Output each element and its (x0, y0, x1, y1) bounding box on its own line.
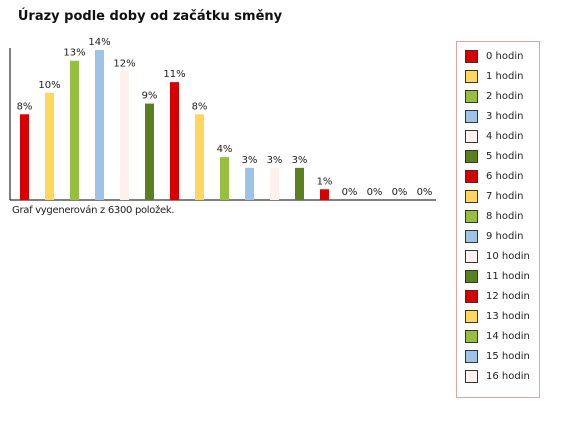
legend-item-8: 8 hodin (457, 206, 539, 226)
legend-swatch-11 (465, 269, 478, 283)
legend-label-15: 15 hodin (486, 350, 530, 362)
data-label-15: 0% (392, 187, 408, 198)
data-label-1: 10% (38, 80, 60, 91)
data-label-11: 3% (292, 155, 308, 166)
legend-item-16: 16 hodin (457, 366, 539, 386)
legend-item-1: 1 hodin (457, 66, 539, 86)
data-label-16: 0% (417, 187, 433, 198)
legend-swatch-12 (465, 289, 478, 303)
legend-item-5: 5 hodin (457, 146, 539, 166)
bar-9 (245, 167, 254, 200)
legend-item-2: 2 hodin (457, 86, 539, 106)
data-label-9: 3% (242, 155, 258, 166)
legend-swatch-13 (465, 309, 478, 323)
data-label-7: 8% (192, 101, 208, 112)
legend-label-1: 1 hodin (486, 70, 524, 82)
data-label-13: 0% (342, 187, 358, 198)
legend-label-6: 6 hodin (486, 170, 524, 182)
legend-item-7: 7 hodin (457, 186, 539, 206)
legend-label-11: 11 hodin (486, 270, 530, 282)
legend-swatch-14 (465, 329, 478, 343)
legend-swatch-2 (465, 89, 478, 103)
bar-2 (70, 60, 79, 200)
legend-swatch-10 (465, 249, 478, 263)
legend-swatch-3 (465, 109, 478, 123)
legend-item-9: 9 hodin (457, 226, 539, 246)
legend-label-10: 10 hodin (486, 250, 530, 262)
bar-5 (145, 103, 154, 200)
legend-item-13: 13 hodin (457, 306, 539, 326)
legend-swatch-5 (465, 149, 478, 163)
legend-label-14: 14 hodin (486, 330, 530, 342)
bar-6 (170, 82, 179, 200)
legend-swatch-1 (465, 69, 478, 83)
legend-label-8: 8 hodin (486, 210, 524, 222)
legend-label-4: 4 hodin (486, 130, 524, 142)
legend-label-5: 5 hodin (486, 150, 524, 162)
legend-item-4: 4 hodin (457, 126, 539, 146)
legend-swatch-8 (465, 209, 478, 223)
legend-swatch-6 (465, 169, 478, 183)
bar-0 (20, 114, 29, 200)
chart-title: Úrazy podle doby od začátku směny (17, 9, 283, 24)
chart-footnote: Graf vygenerován z 6300 položek. (12, 205, 175, 216)
bar-3 (95, 50, 104, 200)
legend-swatch-16 (465, 369, 478, 383)
bar-12 (320, 189, 329, 200)
data-label-3: 14% (88, 37, 110, 48)
legend-swatch-9 (465, 229, 478, 243)
legend-label-12: 12 hodin (486, 290, 530, 302)
bar-1 (45, 92, 54, 200)
data-label-14: 0% (367, 187, 383, 198)
bar-chart-plot: 8% 10% 13%14%12% 9% 11% 8% 4% 3% 3% 3% 1% 0% 0% 0% 0% (9, 37, 436, 201)
legend-item-12: 12 hodin (457, 286, 539, 306)
data-label-4: 12% (113, 58, 135, 69)
data-label-8: 4% (217, 144, 233, 155)
bar-10 (270, 167, 279, 200)
legend-label-16: 16 hodin (486, 370, 530, 382)
data-label-5: 9% (142, 91, 158, 102)
bar-8 (220, 157, 229, 200)
legend-item-0: 0 hodin (457, 46, 539, 66)
legend-item-11: 11 hodin (457, 266, 539, 286)
bar-4 (120, 71, 129, 200)
legend-item-6: 6 hodin (457, 166, 539, 186)
legend-swatch-0 (465, 49, 478, 63)
legend-label-0: 0 hodin (486, 50, 524, 62)
legend-label-3: 3 hodin (486, 110, 524, 122)
data-label-12: 1% (317, 176, 333, 187)
data-label-6: 11% (163, 69, 185, 80)
legend-label-2: 2 hodin (486, 90, 524, 102)
legend-swatch-15 (465, 349, 478, 363)
legend-item-14: 14 hodin (457, 326, 539, 346)
data-label-2: 13% (63, 48, 85, 59)
legend-swatch-7 (465, 189, 478, 203)
legend-item-3: 3 hodin (457, 106, 539, 126)
legend-label-9: 9 hodin (486, 230, 524, 242)
data-label-0: 8% (17, 101, 33, 112)
legend-label-13: 13 hodin (486, 310, 530, 322)
bar-11 (295, 167, 304, 200)
legend-swatch-4 (465, 129, 478, 143)
data-label-10: 3% (267, 155, 283, 166)
legend-item-15: 15 hodin (457, 346, 539, 366)
chart-legend: 0 hodin 1 hodin 2 hodin 3 hodin 4 hodin 5 hod… (456, 41, 540, 398)
legend-label-7: 7 hodin (486, 190, 524, 202)
bar-7 (195, 114, 204, 200)
legend-item-10: 10 hodin (457, 246, 539, 266)
